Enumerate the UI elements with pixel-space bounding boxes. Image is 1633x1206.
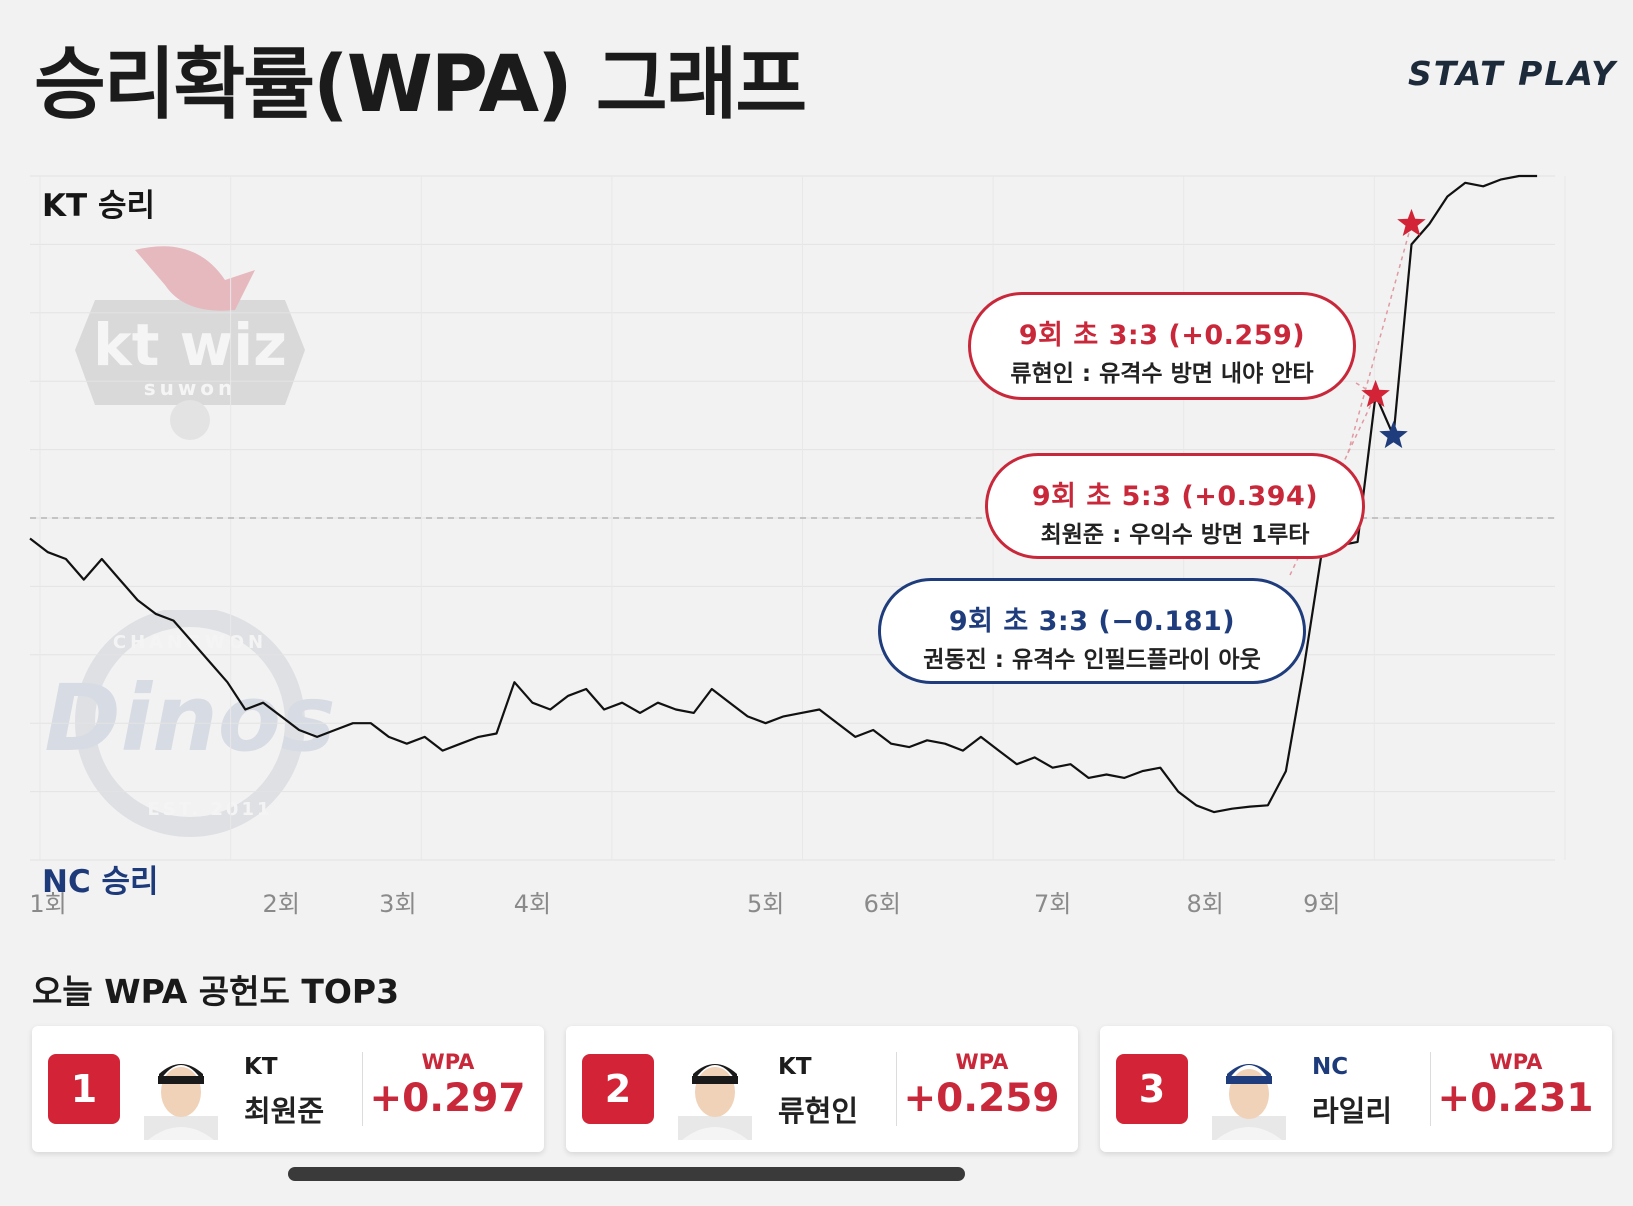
player-name: 라일리 (1312, 1094, 1393, 1128)
annotation-ryu-hyunin: 9회 초 3:3 (+0.259) 류현인 : 유격수 방면 내야 안타 (968, 292, 1356, 400)
x-tick-label: 7회 (1034, 890, 1071, 918)
nc-dinos-logo: CHANGWON Dinos EST. 2011 (44, 610, 336, 837)
player-avatar (678, 1064, 752, 1140)
rank-badge: 3 (1116, 1054, 1188, 1124)
x-tick-label: 3회 (379, 890, 416, 918)
card-divider (1430, 1052, 1431, 1126)
annotation-kwon-dongjin: 9회 초 3:3 (−0.181) 권동진 : 유격수 인필드플라이 아웃 (878, 578, 1306, 684)
x-tick-label: 5회 (747, 890, 784, 918)
player-name: 류현인 (778, 1094, 859, 1128)
kt-logo-text: kt wiz (93, 311, 287, 379)
star-marker (1397, 208, 1426, 236)
nc-logo-text: Dinos (44, 665, 335, 772)
annotation-choi-wonjun: 9회 초 5:3 (+0.394) 최원준 : 우익수 방면 1루타 (985, 453, 1365, 559)
nc-win-label: NC 승리 (42, 864, 159, 900)
wpa-chart: 1회 2회 3회 4회 5회 6회 7회 8회 9회 (0, 150, 1633, 940)
player-team: NC (1312, 1054, 1349, 1080)
annotation-score: 9회 초 3:3 (−0.181) (948, 606, 1236, 637)
star-marker (1379, 420, 1408, 449)
kt-logo-subtext: suwon (144, 376, 237, 400)
player-team: KT (244, 1054, 278, 1080)
player-card-2[interactable]: 2 KT 류현인 WPA +0.259 (566, 1026, 1078, 1152)
x-tick-label: 1회 (29, 890, 66, 918)
kt-wiz-logo: kt wiz suwon (75, 246, 305, 440)
x-tick-label: 8회 (1187, 890, 1224, 918)
wpa-label: WPA (1489, 1050, 1543, 1074)
kt-win-label: KT 승리 (42, 188, 156, 224)
player-team: KT (778, 1054, 812, 1080)
x-tick-label: 9회 (1303, 890, 1340, 918)
wpa-value: +0.297 (369, 1076, 526, 1121)
annotation-play: 류현인 : 유격수 방면 내야 안타 (1010, 361, 1314, 387)
horizontal-scrollbar[interactable] (288, 1167, 965, 1181)
player-card-3[interactable]: 3 NC 라일리 WPA +0.231 (1100, 1026, 1612, 1152)
wpa-label: WPA (421, 1050, 475, 1074)
annotation-play: 최원준 : 우익수 방면 1루타 (1040, 522, 1310, 548)
wpa-value: +0.259 (903, 1076, 1060, 1121)
player-name: 최원준 (244, 1094, 325, 1128)
x-tick-label: 4회 (514, 890, 551, 918)
wpa-chart-svg: 1회 2회 3회 4회 5회 6회 7회 8회 9회 (29, 174, 1566, 918)
wpa-label: WPA (955, 1050, 1009, 1074)
annotation-score: 9회 초 5:3 (+0.394) (1031, 481, 1319, 512)
wpa-series-line (29, 174, 1538, 814)
player-avatar (144, 1064, 218, 1140)
card-divider (896, 1052, 897, 1126)
x-tick-label: 2회 (263, 890, 300, 918)
brand-logo: STAT PLAY (1408, 54, 1617, 93)
wpa-value: +0.231 (1437, 1076, 1594, 1121)
player-card-1[interactable]: 1 KT 최원준 WPA +0.297 (32, 1026, 544, 1152)
page-title: 승리확률(WPA) 그래프 (34, 40, 807, 130)
nc-logo-ring-bottom: EST. 2011 (147, 799, 272, 820)
card-divider (362, 1052, 363, 1126)
annotation-score: 9회 초 3:3 (+0.259) (1018, 320, 1306, 351)
nc-logo-ring-top: CHANGWON (113, 632, 267, 653)
top3-title: 오늘 WPA 공헌도 TOP3 (32, 972, 400, 1011)
annotation-play: 권동진 : 유격수 인필드플라이 아웃 (923, 647, 1261, 673)
player-avatar (1212, 1064, 1286, 1140)
star-marker (1361, 379, 1390, 407)
rank-badge: 2 (582, 1054, 654, 1124)
rank-badge: 1 (48, 1054, 120, 1124)
x-tick-label: 6회 (864, 890, 901, 918)
